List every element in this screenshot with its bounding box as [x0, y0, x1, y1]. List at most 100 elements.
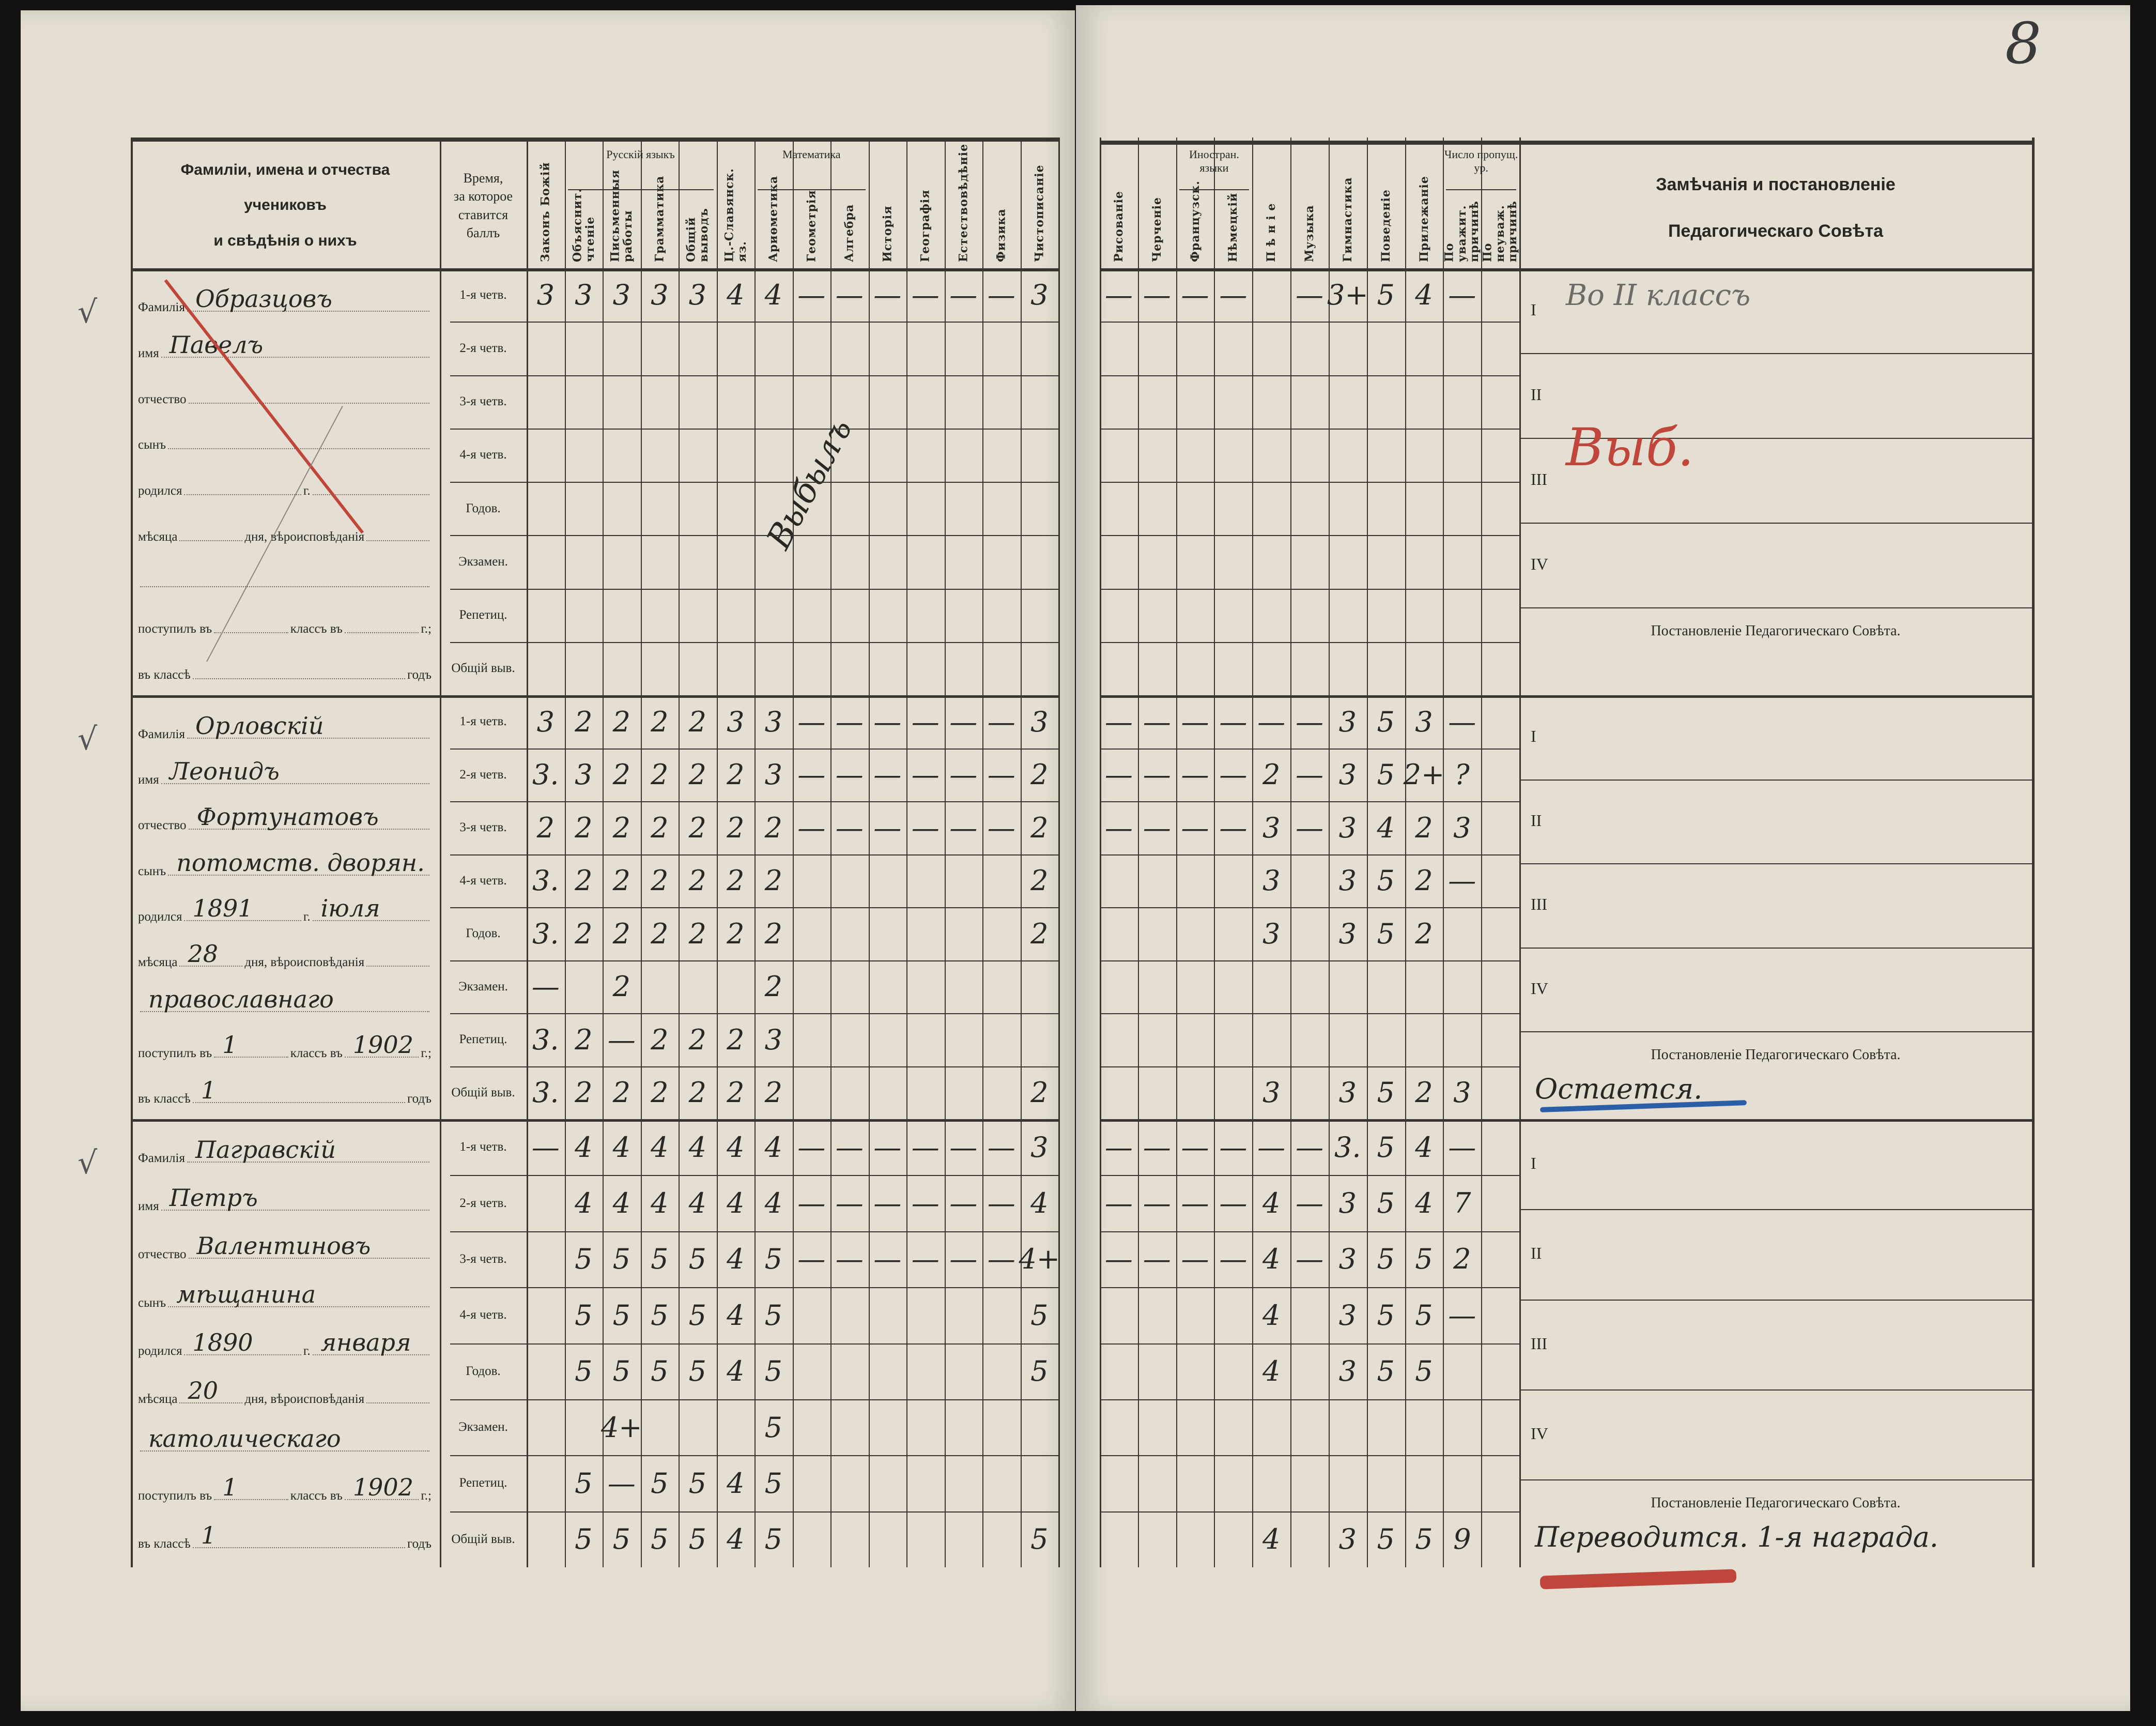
quarter-roman-label: II — [1531, 811, 1542, 830]
subject-header-3: Грамматика — [653, 175, 667, 262]
subject-header-22: Прилежаніе — [1417, 176, 1431, 262]
row-line — [450, 801, 1058, 802]
remarks-header-line: Педагогическаго Совѣта — [1668, 221, 1884, 241]
row-label: 2-я четв. — [459, 767, 507, 782]
remarks-row-line — [1519, 1389, 2032, 1391]
grade-cell: 2 — [651, 811, 669, 844]
column-line — [944, 138, 946, 1567]
group-absences: Число пропущ. ур. — [1444, 148, 1518, 174]
grade-cell: — — [531, 970, 560, 1003]
quarter-roman-label: I — [1531, 300, 1536, 319]
grade-cell: 3 — [1030, 1131, 1049, 1164]
row-line — [1100, 1231, 1519, 1232]
student-info-line: поступилъ въ 1 классъ въ 1902 г.; — [138, 1472, 432, 1503]
grade-cell: — — [1295, 1187, 1323, 1220]
right-border — [2032, 138, 2035, 1567]
grade-cell: — — [1181, 1243, 1209, 1276]
grade-cell: 4 — [1415, 1131, 1433, 1164]
field-value-years_in_class: 1 — [201, 1076, 217, 1105]
decision-label: Постановленіе Педагогическаго Совѣта. — [1651, 1047, 1901, 1063]
form-label-day_religion: дня, вѣроисповѣданія — [244, 955, 365, 969]
grade-cell: 2 — [1415, 811, 1433, 844]
grade-cell: 5 — [612, 1243, 630, 1276]
row-line — [450, 535, 1058, 537]
grade-cell: — — [1219, 1187, 1248, 1220]
top-border — [1100, 141, 2032, 145]
grade-cell: 4 — [688, 1131, 706, 1164]
dotted-line — [366, 965, 430, 967]
grade-cell: 4 — [1377, 811, 1395, 844]
grade-cell: 3 — [1338, 917, 1357, 950]
names-header-line: учениковъ — [244, 196, 327, 214]
grade-cell: — — [911, 1187, 940, 1220]
grade-cell: 3 — [575, 758, 593, 791]
right-page — [1076, 5, 2130, 1711]
grade-cell: — — [1143, 758, 1171, 791]
subject-header-2: Письменныя работы — [608, 169, 635, 262]
grade-cell: — — [949, 705, 978, 738]
quarter-roman-label: IV — [1531, 1424, 1548, 1443]
grade-cell: 4 — [688, 1187, 706, 1220]
student-info-line: отчество Валентиновъ — [138, 1231, 432, 1262]
grade-cell: 3 — [1338, 1299, 1357, 1332]
grade-cell: 2 — [688, 864, 706, 897]
quarter-roman-label: III — [1531, 470, 1547, 488]
grade-cell: — — [949, 1131, 978, 1164]
subject-header-4: Общій выводъ — [684, 208, 711, 262]
subject-header-15: Черченіе — [1150, 196, 1164, 262]
grade-cell: 3 — [612, 279, 630, 312]
header-bottom-border — [131, 268, 1058, 271]
grade-cell: 4 — [1262, 1187, 1281, 1220]
grade-cell: 2 — [688, 705, 706, 738]
column-line — [1214, 138, 1215, 1567]
grade-cell: — — [835, 705, 864, 738]
subject-header-23: По уважит. причинѣ — [1442, 201, 1482, 262]
grade-cell: 4 — [1262, 1523, 1281, 1556]
group-russian: Русскій языкъ — [606, 148, 675, 161]
grade-cell: 4 — [727, 1299, 745, 1332]
field-born_month: іюля — [312, 896, 430, 921]
column-line — [603, 138, 604, 1567]
grade-cell: 2 — [612, 970, 630, 1003]
field-value-years_in_class: 1 — [201, 1521, 217, 1549]
form-label-year_end: г.; — [421, 1046, 432, 1061]
field-value-born_year: 1890 — [192, 1328, 253, 1356]
grade-cell: 4 — [727, 1467, 745, 1500]
grade-cell: — — [1143, 1131, 1171, 1164]
form-label-years: годъ — [407, 1536, 432, 1551]
row-line — [1100, 907, 1519, 908]
grade-cell: — — [987, 1243, 1015, 1276]
remark-I: Во II классъ — [1566, 279, 1751, 312]
row-label: Экзамен. — [458, 979, 508, 994]
column-line — [1366, 138, 1368, 1567]
field-surname: Пагравскій — [187, 1138, 429, 1163]
row-line — [1100, 1511, 1519, 1513]
grade-cell: 5 — [1377, 1187, 1395, 1220]
grade-cell: 2 — [651, 864, 669, 897]
field-value-entered_year: 1902 — [352, 1473, 413, 1501]
grade-cell: — — [1143, 279, 1171, 312]
grade-cell: 5 — [764, 1411, 782, 1444]
row-line — [450, 322, 1058, 323]
grade-cell: 2 — [575, 811, 593, 844]
grade-cell: 2 — [612, 811, 630, 844]
form-label-years: годъ — [407, 667, 432, 682]
grade-cell: 2+ — [1403, 758, 1445, 791]
grade-cell: 5 — [612, 1299, 630, 1332]
subject-header-19: Музыка — [1302, 205, 1316, 262]
group-divider — [758, 189, 866, 190]
grade-cell: 5 — [1415, 1523, 1433, 1556]
subject-header-1: Объяснит. чтеніе — [571, 188, 597, 262]
row-line — [450, 588, 1058, 590]
grade-cell: 4 — [1262, 1243, 1281, 1276]
student-info-line: въ классѣ 1 годъ — [138, 1075, 432, 1106]
remarks-row-line — [1519, 779, 2032, 781]
grade-cell: — — [835, 1243, 864, 1276]
form-label-born: родился — [138, 484, 182, 498]
remarks-row-line — [1519, 1299, 2032, 1301]
grade-cell: — — [1143, 811, 1171, 844]
field-value-surname: Образцовъ — [195, 285, 332, 313]
field-years_in_class — [192, 678, 405, 679]
field-name: Петръ — [161, 1186, 429, 1211]
